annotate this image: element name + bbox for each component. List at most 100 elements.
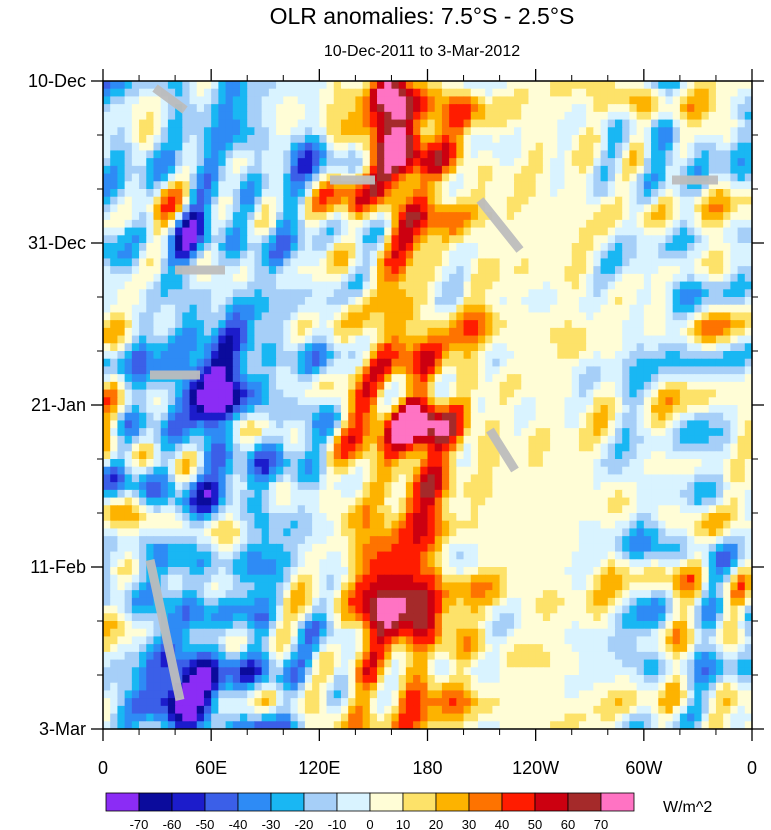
heatmap-cell <box>247 443 256 452</box>
heatmap-cell <box>405 189 414 198</box>
heatmap-cell <box>182 189 191 198</box>
heatmap-cell <box>304 312 313 321</box>
heatmap-cell <box>651 266 659 275</box>
heatmap-cell <box>470 273 479 283</box>
heatmap-cell <box>182 297 191 306</box>
heatmap-cell <box>384 96 393 105</box>
heatmap-cell <box>283 158 292 167</box>
heatmap-cell <box>276 273 284 283</box>
heatmap-cell <box>391 258 400 267</box>
heatmap-cell <box>225 165 234 175</box>
heatmap-cell <box>449 181 457 190</box>
heatmap-cell <box>542 150 551 159</box>
heatmap-cell <box>521 289 530 298</box>
heatmap-cell <box>687 320 695 329</box>
heatmap-cell <box>355 119 364 128</box>
heatmap-cell <box>679 235 688 244</box>
heatmap-cell <box>463 189 472 198</box>
heatmap-cell <box>737 96 746 105</box>
heatmap-cell <box>514 381 522 391</box>
heatmap-cell <box>319 435 328 445</box>
heatmap-cell <box>340 204 349 213</box>
heatmap-cell <box>398 412 407 422</box>
heatmap-cell <box>535 88 544 98</box>
heatmap-cell <box>276 389 284 398</box>
heatmap-cell <box>369 104 378 113</box>
heatmap-cell <box>535 119 544 128</box>
heatmap-cell <box>362 405 371 414</box>
heatmap-cell <box>564 119 573 128</box>
heatmap-cell <box>333 451 342 460</box>
heatmap-cell <box>117 165 126 175</box>
heatmap-cell <box>564 165 573 175</box>
heatmap-cell <box>203 173 212 182</box>
heatmap-cell <box>744 297 753 306</box>
heatmap-cell <box>160 289 169 298</box>
heatmap-cell <box>564 219 573 229</box>
heatmap-cell <box>679 250 688 260</box>
heatmap-cell <box>715 173 724 182</box>
heatmap-cell <box>369 412 378 422</box>
heatmap-cell <box>701 235 710 244</box>
heatmap-cell <box>160 281 169 290</box>
heatmap-cell <box>225 505 234 514</box>
heatmap-cell <box>672 88 681 98</box>
heatmap-cell <box>614 358 623 368</box>
heatmap-cell <box>297 142 306 152</box>
heatmap-cell <box>535 158 544 167</box>
heatmap-cell <box>182 227 191 236</box>
heatmap-cell <box>708 281 717 290</box>
heatmap-cell <box>456 304 465 314</box>
heatmap-cell <box>737 150 746 159</box>
heatmap-cell <box>600 428 609 437</box>
heatmap-cell <box>492 165 501 175</box>
heatmap-cell <box>384 204 393 213</box>
heatmap-cell <box>333 312 342 321</box>
heatmap-cell <box>139 96 147 105</box>
heatmap-cell <box>643 196 652 206</box>
heatmap-cell <box>694 235 703 244</box>
heatmap-cell <box>240 196 248 206</box>
heatmap-cell <box>297 366 306 375</box>
heatmap-cell <box>679 127 688 136</box>
heatmap-cell <box>636 189 645 198</box>
heatmap-cell <box>506 435 515 445</box>
heatmap-cell <box>340 119 349 128</box>
heatmap-cell <box>651 219 659 229</box>
heatmap-cell <box>203 381 212 391</box>
heatmap-cell <box>131 258 140 267</box>
heatmap-cell <box>146 443 155 452</box>
heatmap-cell <box>701 165 710 175</box>
heatmap-cell <box>160 327 169 337</box>
heatmap-cell <box>485 266 493 275</box>
heatmap-cell <box>110 451 119 460</box>
heatmap-cell <box>196 351 205 360</box>
heatmap-cell <box>434 335 443 344</box>
heatmap-cell <box>167 389 176 398</box>
heatmap-cell <box>326 243 335 252</box>
heatmap-cell <box>196 312 205 321</box>
heatmap-cell <box>463 381 472 391</box>
heatmap-cell <box>131 443 140 452</box>
heatmap-cell <box>427 497 436 506</box>
heatmap-cell <box>254 81 263 90</box>
heatmap-cell <box>218 297 227 306</box>
heatmap-cell <box>110 297 119 306</box>
heatmap-cell <box>687 119 695 128</box>
heatmap-cell <box>103 150 111 159</box>
heatmap-cell <box>110 435 119 445</box>
heatmap-cell <box>665 127 674 136</box>
heatmap-cell <box>557 173 566 182</box>
heatmap-cell <box>319 297 328 306</box>
heatmap-cell <box>348 451 356 460</box>
heatmap-cell <box>240 281 248 290</box>
heatmap-cell <box>203 135 212 144</box>
heatmap-cell <box>550 173 558 182</box>
heatmap-cell <box>521 281 530 290</box>
heatmap-cell <box>586 289 594 298</box>
heatmap-cell <box>614 189 623 198</box>
heatmap-cell <box>687 181 695 190</box>
heatmap-cell <box>103 320 111 329</box>
heatmap-cell <box>607 158 616 167</box>
heatmap-cell <box>701 88 710 98</box>
